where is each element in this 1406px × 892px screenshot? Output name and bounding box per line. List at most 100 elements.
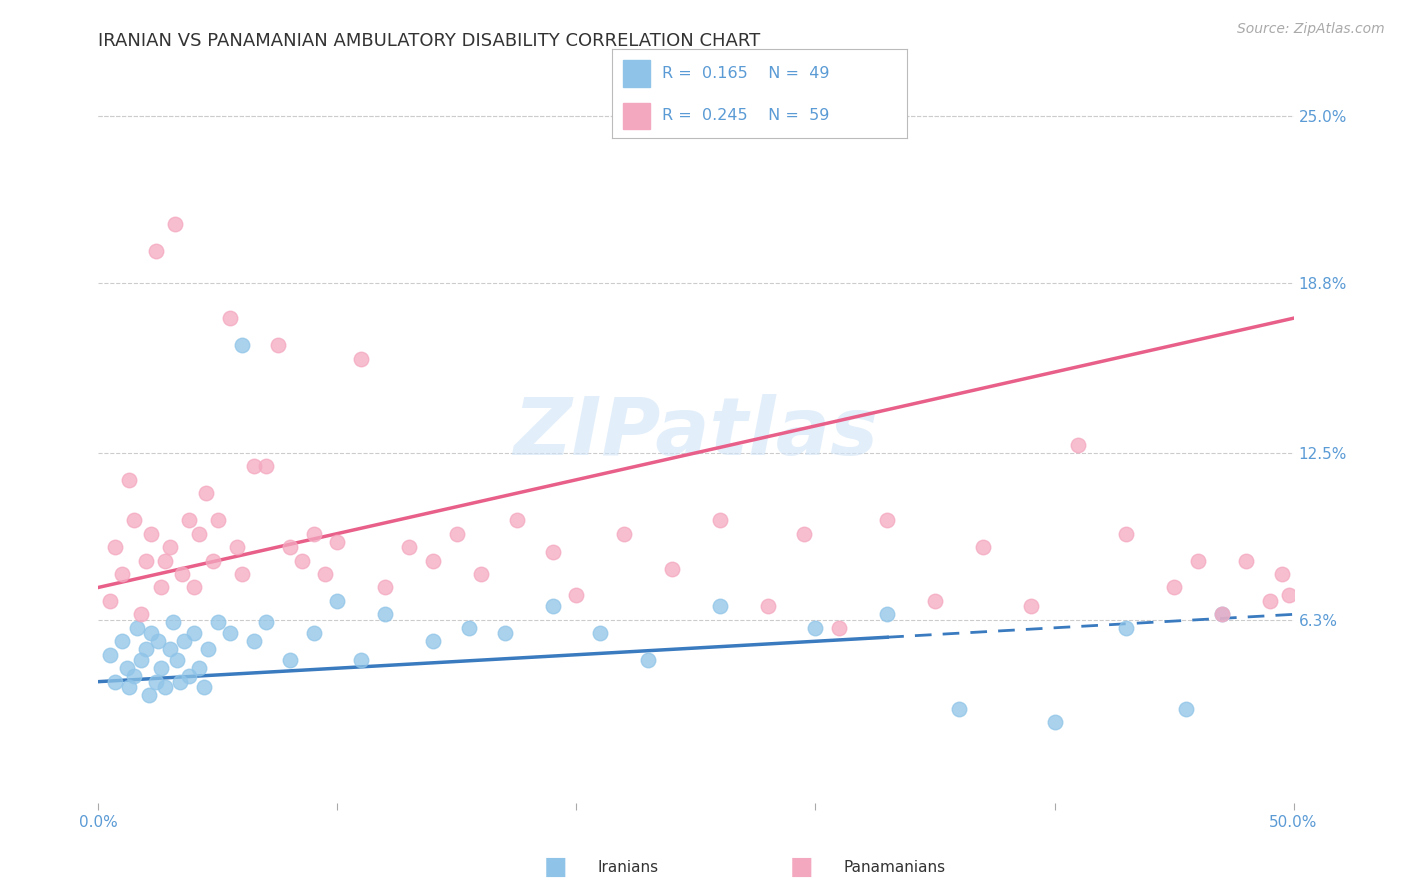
Point	[183, 581, 205, 595]
Point	[187, 661, 209, 675]
Point	[111, 566, 134, 581]
Text: ■: ■	[544, 855, 567, 879]
Point	[148, 634, 170, 648]
Text: Panamanians: Panamanians	[844, 860, 946, 874]
Point	[149, 581, 172, 595]
Point	[243, 634, 266, 648]
Point	[278, 540, 301, 554]
Point	[183, 626, 205, 640]
Text: Source: ZipAtlas.com: Source: ZipAtlas.com	[1237, 22, 1385, 37]
Point	[131, 607, 153, 622]
Point	[202, 553, 225, 567]
Point	[756, 599, 779, 614]
Text: IRANIAN VS PANAMANIAN AMBULATORY DISABILITY CORRELATION CHART: IRANIAN VS PANAMANIAN AMBULATORY DISABIL…	[98, 32, 761, 50]
Point	[876, 607, 898, 622]
Point	[1187, 553, 1209, 567]
Point	[195, 486, 218, 500]
Point	[1163, 581, 1185, 595]
Text: ZIPatlas: ZIPatlas	[513, 393, 879, 472]
Point	[446, 526, 468, 541]
Point	[98, 648, 122, 662]
Point	[637, 653, 659, 667]
Text: R =  0.245    N =  59: R = 0.245 N = 59	[662, 109, 830, 123]
Text: Iranians: Iranians	[598, 860, 658, 874]
Point	[162, 615, 184, 630]
Point	[155, 553, 177, 567]
Point	[155, 680, 177, 694]
Point	[179, 669, 201, 683]
Point	[187, 526, 209, 541]
Point	[291, 553, 314, 567]
Point	[149, 661, 172, 675]
Point	[506, 513, 529, 527]
Point	[494, 626, 516, 640]
Point	[302, 526, 325, 541]
Point	[118, 473, 141, 487]
Point	[661, 561, 683, 575]
Point	[124, 513, 146, 527]
Point	[115, 661, 138, 675]
Point	[98, 594, 122, 608]
Point	[793, 526, 815, 541]
Point	[243, 459, 266, 474]
Point	[350, 653, 373, 667]
Point	[278, 653, 301, 667]
Point	[139, 526, 162, 541]
Point	[1019, 599, 1042, 614]
Point	[350, 351, 373, 366]
Point	[1175, 701, 1198, 715]
Point	[166, 653, 188, 667]
Point	[267, 338, 290, 352]
Point	[124, 669, 146, 683]
Point	[374, 607, 396, 622]
Point	[193, 680, 215, 694]
Bar	[623, 60, 650, 87]
Point	[541, 545, 564, 559]
Point	[326, 534, 349, 549]
Point	[541, 599, 564, 614]
Point	[207, 513, 229, 527]
Point	[876, 513, 898, 527]
Point	[131, 653, 153, 667]
Point	[1234, 553, 1257, 567]
Point	[1211, 607, 1233, 622]
Point	[470, 566, 492, 581]
Point	[254, 459, 277, 474]
Point	[326, 594, 349, 608]
Point	[145, 674, 167, 689]
Point	[709, 599, 731, 614]
Point	[104, 540, 127, 554]
Point	[589, 626, 612, 640]
Point	[948, 701, 970, 715]
Point	[111, 634, 134, 648]
Point	[315, 566, 337, 581]
Point	[398, 540, 420, 554]
Point	[374, 581, 396, 595]
Point	[135, 553, 157, 567]
Point	[219, 626, 242, 640]
Point	[207, 615, 229, 630]
Point	[1278, 589, 1301, 603]
Point	[135, 642, 157, 657]
Point	[1258, 594, 1281, 608]
Point	[197, 642, 219, 657]
Point	[138, 688, 160, 702]
Point	[159, 540, 181, 554]
Point	[458, 621, 481, 635]
Point	[613, 526, 636, 541]
Point	[972, 540, 994, 554]
Point	[169, 674, 191, 689]
Point	[1211, 607, 1233, 622]
Point	[226, 540, 249, 554]
Text: R =  0.165    N =  49: R = 0.165 N = 49	[662, 66, 830, 80]
Point	[565, 589, 588, 603]
Point	[804, 621, 827, 635]
Point	[709, 513, 731, 527]
Point	[179, 513, 201, 527]
Point	[254, 615, 277, 630]
Text: ■: ■	[790, 855, 813, 879]
Point	[828, 621, 851, 635]
Point	[422, 634, 444, 648]
Point	[145, 244, 167, 258]
Point	[924, 594, 946, 608]
